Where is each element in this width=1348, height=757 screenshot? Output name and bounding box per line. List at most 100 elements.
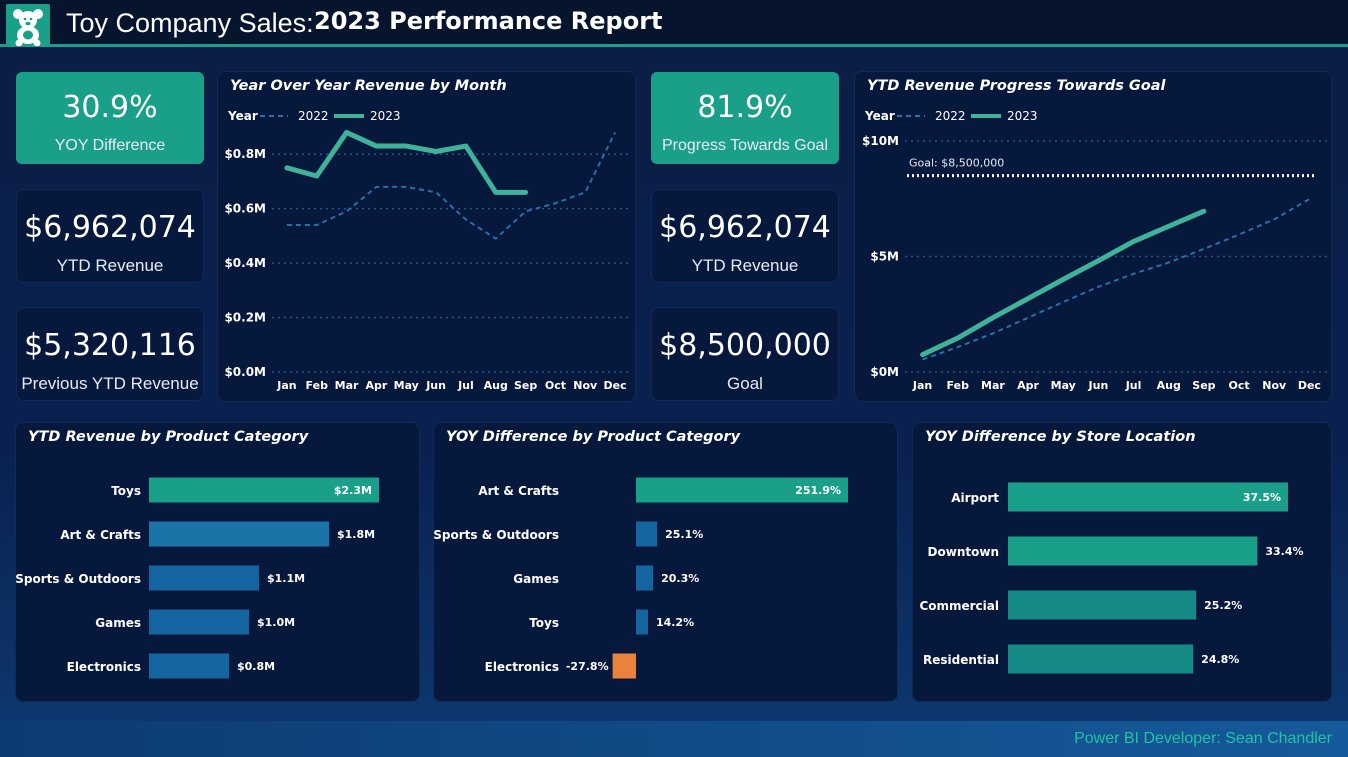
teddy-bear-logo-icon xyxy=(6,4,50,47)
kpi-value: 30.9% xyxy=(62,90,158,125)
ytd-progress-line-chart[interactable]: Year 2022 2023 $0M $5M $10M Jan Feb Mar Apr May… xyxy=(855,72,1333,403)
kpi-progress-towards-goal[interactable]: 81.9% Progress Towards Goal xyxy=(651,72,839,164)
legend-title: Year xyxy=(227,109,258,123)
kpi-value: $6,962,074 xyxy=(659,210,831,245)
bar xyxy=(636,609,648,635)
series-2022-line xyxy=(286,131,616,240)
kpi-value: $5,320,116 xyxy=(24,328,196,363)
bar xyxy=(149,565,259,591)
legend-2023-label: 2023 xyxy=(1007,109,1038,123)
x-tick-label: Nov xyxy=(573,379,598,392)
panel-title: YTD Revenue by Product Category xyxy=(28,429,309,445)
bar xyxy=(149,477,379,503)
panel-ytd-revenue-by-category[interactable]: YTD Revenue by Product Category Toys $2.3… xyxy=(15,422,420,702)
bar xyxy=(636,565,654,591)
kpi-label: YTD Revenue xyxy=(56,256,164,275)
ytd-category-bar-chart[interactable]: Toys $2.3M Art & Crafts $1.8M Sports & Outdo… xyxy=(16,423,421,703)
legend-2022-label: 2022 xyxy=(935,109,966,123)
data-label: $1.8M xyxy=(337,528,375,541)
x-tick-label: May xyxy=(1051,379,1076,392)
x-tick-label: Dec xyxy=(1298,379,1321,392)
bar xyxy=(149,609,249,635)
kpi-label: Goal xyxy=(727,374,763,393)
x-tick-label: Sep xyxy=(514,379,537,392)
x-tick-label: Dec xyxy=(604,379,627,392)
kpi-value: 81.9% xyxy=(697,90,793,125)
data-label: $1.1M xyxy=(267,572,305,585)
x-tick-label: Sep xyxy=(1192,379,1215,392)
data-label: 14.2% xyxy=(656,616,694,629)
category-label: Games xyxy=(95,616,141,630)
kpi-ytd-revenue-2[interactable]: $6,962,074 YTD Revenue xyxy=(651,189,839,283)
bar xyxy=(636,477,848,503)
x-tick-label: Feb xyxy=(947,379,970,392)
bar xyxy=(149,521,329,547)
x-tick-label: Jan xyxy=(912,379,932,392)
report-title-prefix: Toy Company Sales: xyxy=(66,8,314,38)
y-tick-label: $5M xyxy=(870,250,899,264)
yoy-month-line-chart[interactable]: Year 2022 2023 $0.0M $0.2M $0.4M $0.6M $0.8M… xyxy=(218,72,637,403)
category-label: Toys xyxy=(529,616,559,630)
data-label: $0.8M xyxy=(237,660,275,673)
category-label: Electronics xyxy=(67,660,141,674)
kpi-goal[interactable]: $8,500,000 Goal xyxy=(651,307,839,401)
y-tick-label: $0.6M xyxy=(224,202,266,216)
panel-title: Year Over Year Revenue by Month xyxy=(230,78,507,94)
x-tick-label: Mar xyxy=(981,379,1005,392)
panel-yoy-difference-by-category[interactable]: YOY Difference by Product Category Art &… xyxy=(433,422,898,702)
bar xyxy=(1008,644,1194,674)
series-2023-line xyxy=(284,129,529,195)
data-label: 25.2% xyxy=(1204,599,1242,612)
kpi-label: YOY Difference xyxy=(54,137,166,154)
panel-ytd-progress-towards-goal[interactable]: YTD Revenue Progress Towards Goal Year 2… xyxy=(854,71,1332,402)
series-2023-line xyxy=(920,208,1207,358)
data-label: 251.9% xyxy=(795,484,841,497)
report-title: 2023 Performance Report xyxy=(314,7,663,35)
kpi-previous-ytd-revenue[interactable]: $5,320,116 Previous YTD Revenue xyxy=(16,307,204,401)
bar xyxy=(1008,482,1288,512)
x-tick-label: Jun xyxy=(1088,379,1109,392)
x-tick-label: Aug xyxy=(484,379,508,392)
data-label: 37.5% xyxy=(1243,491,1281,504)
kpi-ytd-revenue[interactable]: $6,962,074 YTD Revenue xyxy=(16,189,204,283)
data-label: 25.1% xyxy=(665,528,703,541)
panel-yoy-revenue-by-month[interactable]: Year Over Year Revenue by Month Year 202… xyxy=(217,71,636,402)
footer: Power BI Developer: Sean Chandler xyxy=(0,721,1348,757)
kpi-value: $8,500,000 xyxy=(659,328,831,363)
y-tick-label: $0M xyxy=(870,365,899,379)
data-label: $2.3M xyxy=(334,484,372,497)
x-tick-label: Aug xyxy=(1157,379,1181,392)
y-tick-label: $0.8M xyxy=(224,147,266,161)
data-label: 33.4% xyxy=(1265,545,1303,558)
bar xyxy=(1008,536,1258,566)
panel-title: YOY Difference by Store Location xyxy=(925,429,1196,445)
y-tick-label: $0.2M xyxy=(224,311,266,325)
series-2022-line xyxy=(922,198,1310,361)
yoy-category-bar-chart[interactable]: Art & Crafts 251.9% Sports & Outdoors 25.1%… xyxy=(434,423,899,703)
category-label: Art & Crafts xyxy=(60,528,141,542)
y-tick-label: $0.0M xyxy=(224,365,266,379)
category-label: Residential xyxy=(923,653,999,667)
report-header: Toy Company Sales: 2023 Performance Repo… xyxy=(0,0,1348,47)
legend-2022-label: 2022 xyxy=(298,109,329,123)
developer-credit: Power BI Developer: Sean Chandler xyxy=(1074,730,1332,747)
data-label: $1.0M xyxy=(257,616,295,629)
category-label: Games xyxy=(513,572,559,586)
panel-yoy-difference-by-store[interactable]: YOY Difference by Store Location Airport… xyxy=(912,422,1332,702)
goal-label: Goal: $8,500,000 xyxy=(909,157,1004,170)
category-label: Electronics xyxy=(485,660,559,674)
x-tick-label: Jun xyxy=(425,379,446,392)
x-tick-label: Oct xyxy=(1229,379,1250,392)
x-tick-label: Nov xyxy=(1262,379,1287,392)
yoy-store-bar-chart[interactable]: Airport 37.5% Downtown 33.4% Commercial 25.2%… xyxy=(913,423,1333,703)
panel-title: YOY Difference by Product Category xyxy=(446,429,741,445)
bar xyxy=(149,653,229,679)
bar xyxy=(1008,590,1197,620)
kpi-label: YTD Revenue xyxy=(691,256,799,275)
kpi-yoy-difference[interactable]: 30.9% YOY Difference xyxy=(16,72,204,164)
x-tick-label: Jan xyxy=(276,379,296,392)
y-tick-label: $0.4M xyxy=(224,256,266,270)
category-label: Art & Crafts xyxy=(478,484,559,498)
legend-title: Year xyxy=(864,109,895,123)
data-label: -27.8% xyxy=(566,660,609,673)
